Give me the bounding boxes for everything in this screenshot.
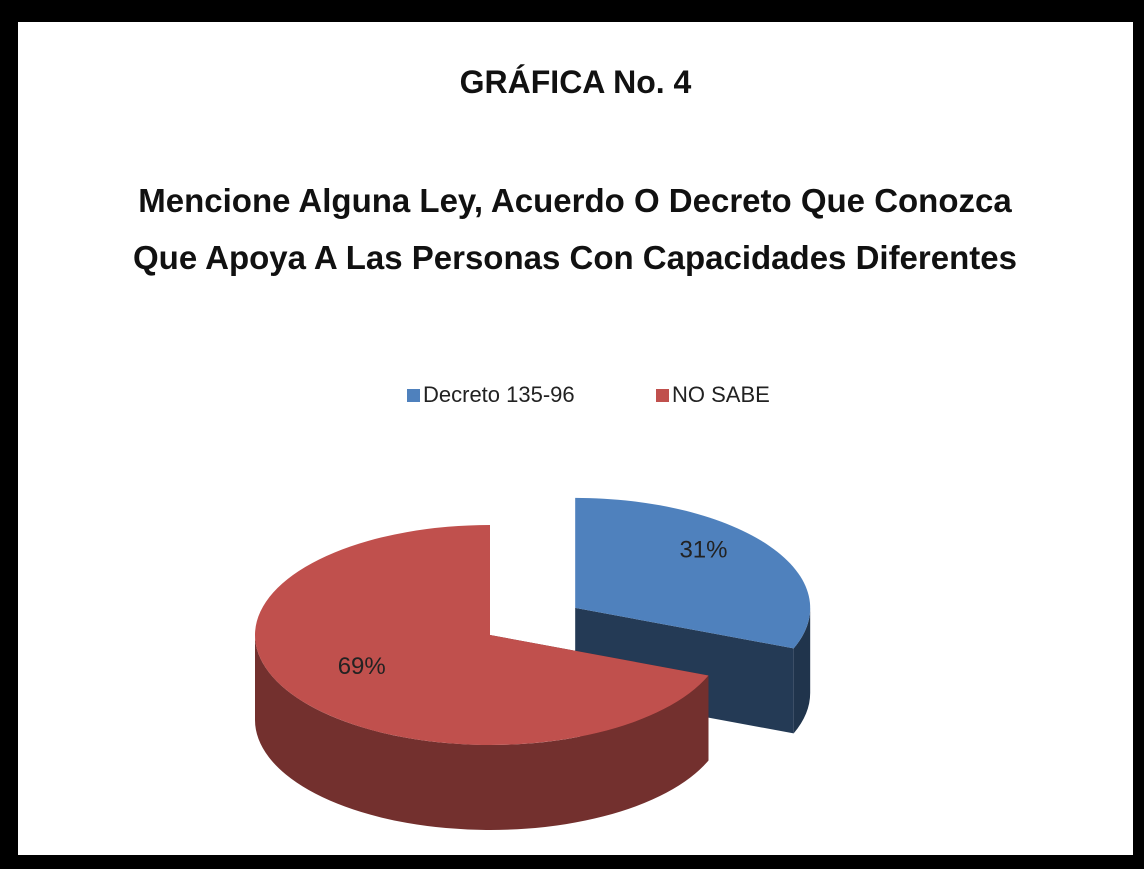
data-label: 31%	[679, 537, 727, 564]
slice-top	[255, 525, 709, 745]
pie-slice	[255, 525, 709, 830]
slice-side	[793, 607, 811, 734]
slice-side	[255, 635, 709, 830]
legend-label: Decreto 135-96	[423, 382, 575, 407]
legend-label: NO SABE	[672, 382, 770, 407]
slice-top	[575, 497, 811, 649]
legend-swatch	[656, 389, 669, 402]
data-label: 69%	[338, 653, 386, 680]
chart-title: GRÁFICA No. 4	[459, 64, 692, 100]
chart-subtitle: Mencione Alguna Ley, Acuerdo O Decreto Q…	[133, 182, 1017, 276]
legend-swatch	[407, 389, 420, 402]
